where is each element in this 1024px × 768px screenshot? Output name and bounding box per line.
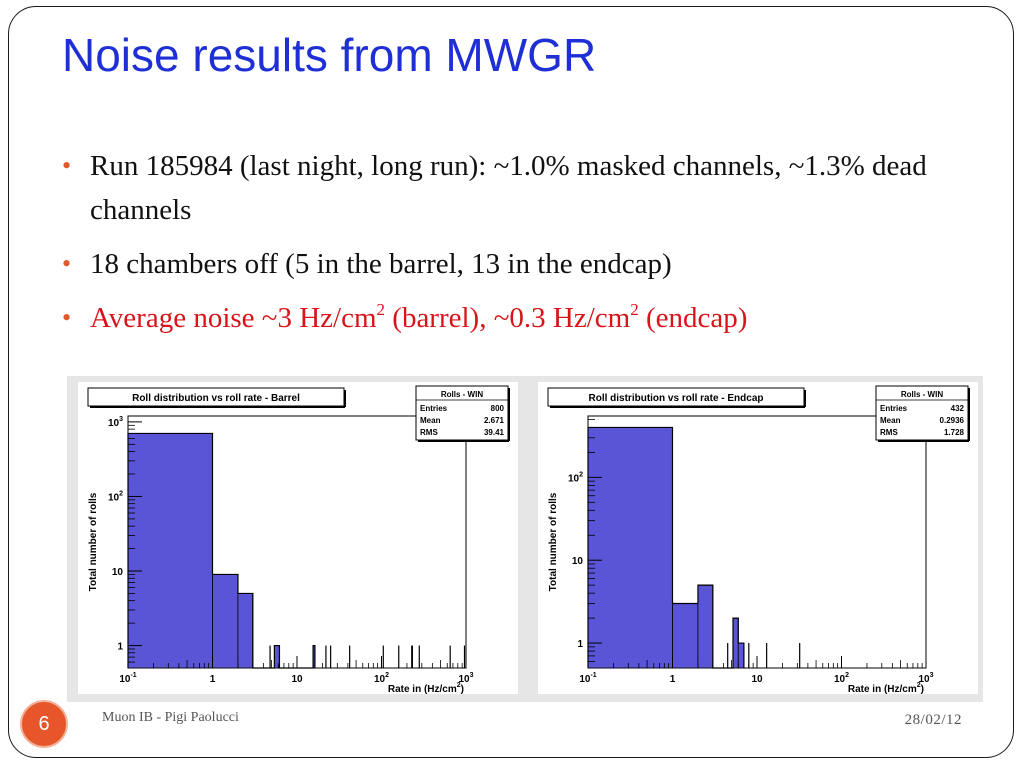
histogram-barrel-svg: 10-1 1 10 102 103 1 10 102 103 Total number of ro… bbox=[78, 382, 518, 695]
histogram-bar bbox=[587, 427, 673, 669]
footer-author: Muon IB - Pigi Paolucci bbox=[102, 710, 239, 725]
y-tick-label: 10 bbox=[112, 567, 124, 578]
histogram-bar bbox=[127, 433, 213, 669]
bullet-item: • 18 chambers off (5 in the barrel, 13 in… bbox=[62, 242, 992, 286]
x-tick-label: 1 bbox=[210, 674, 216, 685]
stats-value: 800 bbox=[491, 404, 505, 413]
stats-value: 2.671 bbox=[484, 416, 505, 425]
y-tick-label: 103 bbox=[108, 416, 123, 429]
x-tick-label: 102 bbox=[834, 672, 849, 685]
footer-date: 28/02/12 bbox=[904, 712, 962, 728]
bullet-text-part: (endcap) bbox=[638, 302, 748, 334]
bullet-text: Run 185984 (last night, long run): ~1.0%… bbox=[90, 150, 927, 226]
histogram-endcap-svg: 10-1 1 10 102 103 1 10 102 Total number of rolls… bbox=[538, 382, 978, 695]
stats-box bbox=[415, 385, 509, 441]
superscript: 2 bbox=[630, 300, 639, 319]
slide-frame bbox=[8, 6, 1014, 758]
histogram-bar bbox=[732, 617, 739, 669]
x-axis-label: Rate in (Hz/cm2) bbox=[848, 682, 924, 694]
x-tick-label: 103 bbox=[458, 672, 473, 685]
bullet-dot-icon: • bbox=[62, 249, 72, 278]
stats-value: 0.2936 bbox=[940, 416, 965, 425]
stats-label: Entries bbox=[420, 404, 448, 413]
stats-label: RMS bbox=[880, 428, 898, 437]
stats-label: Entries bbox=[880, 404, 908, 413]
stats-label: Mean bbox=[880, 416, 901, 425]
bullet-dot-icon: • bbox=[62, 303, 72, 332]
stats-header: Rolls - WIN bbox=[441, 390, 483, 399]
y-tick-label: 1 bbox=[117, 642, 123, 653]
bullet-item: • Run 185984 (last night, long run): ~1.0… bbox=[62, 144, 992, 232]
x-axis-label: Rate in (Hz/cm2) bbox=[388, 682, 464, 694]
bullet-text-part: (barrel), ~0.3 Hz/cm bbox=[385, 302, 631, 334]
histogram-barrel: 10-1 1 10 102 103 1 10 102 103 Total number of ro… bbox=[78, 382, 518, 699]
superscript: 2 bbox=[376, 300, 386, 319]
x-tick-label: 102 bbox=[374, 672, 389, 685]
stats-header: Rolls - WIN bbox=[901, 390, 943, 399]
x-tick-label: 10-1 bbox=[119, 672, 136, 685]
histogram-endcap: 10-1 1 10 102 103 1 10 102 Total number of rolls… bbox=[538, 382, 978, 699]
y-tick-label: 1 bbox=[577, 639, 583, 650]
y-axis-label: Total number of rolls bbox=[548, 492, 559, 591]
page-number-badge: 6 bbox=[20, 700, 68, 748]
stats-value: 39.41 bbox=[484, 428, 505, 437]
chart-title: Roll distribution vs roll rate - Endcap bbox=[588, 393, 763, 404]
bullet-dot-icon: • bbox=[62, 151, 72, 180]
bullet-list: • Run 185984 (last night, long run): ~1.0… bbox=[62, 144, 992, 350]
bullet-text-part: Average noise ~3 Hz/cm bbox=[90, 302, 377, 334]
stats-label: RMS bbox=[420, 428, 438, 437]
x-tick-label: 10-1 bbox=[579, 672, 596, 685]
stats-value: 1.728 bbox=[944, 428, 965, 437]
x-tick-label: 10 bbox=[291, 674, 303, 685]
histogram-bar bbox=[672, 603, 699, 669]
slide-title: Noise results from MWGR bbox=[62, 29, 597, 81]
y-tick-label: 10 bbox=[572, 556, 584, 567]
histogram-bar bbox=[737, 642, 745, 669]
histogram-outline bbox=[587, 426, 745, 669]
bullet-item-highlight: • Average noise ~3 Hz/cm2 (barrel), ~0.3 … bbox=[62, 296, 992, 340]
chart-title: Roll distribution vs roll rate - Barrel bbox=[132, 393, 300, 404]
y-axis-label: Total number of rolls bbox=[88, 492, 99, 591]
y-tick-label: 102 bbox=[568, 471, 583, 484]
x-tick-label: 10 bbox=[751, 674, 763, 685]
histogram-bar bbox=[697, 584, 714, 669]
stats-value: 432 bbox=[951, 404, 965, 413]
bullet-text: 18 chambers off (5 in the barrel, 13 in … bbox=[90, 248, 672, 280]
x-tick-label: 103 bbox=[918, 672, 933, 685]
histogram-bar bbox=[212, 574, 239, 669]
histogram-bar bbox=[273, 645, 280, 669]
y-tick-label: 102 bbox=[108, 490, 123, 503]
stats-label: Mean bbox=[420, 416, 441, 425]
histogram-bar bbox=[237, 593, 254, 669]
x-tick-label: 1 bbox=[670, 674, 676, 685]
